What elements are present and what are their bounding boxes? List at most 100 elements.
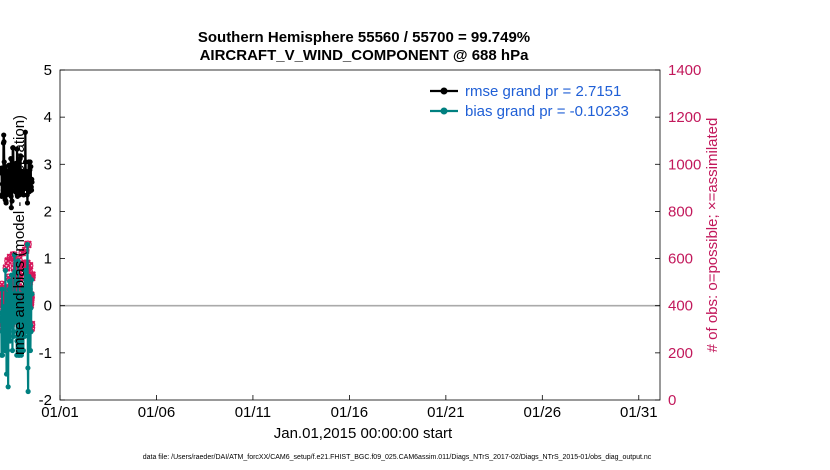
chart-subtitle: AIRCRAFT_V_WIND_COMPONENT @ 688 hPa: [200, 47, 530, 64]
y-right-tick-label: 1400: [668, 62, 701, 79]
x-tick-label: 01/16: [331, 404, 369, 421]
y-right-tick-label: 400: [668, 298, 693, 315]
rmse-point: [1, 139, 7, 145]
bias-point: [29, 291, 35, 297]
legend-bias-marker: [440, 107, 448, 115]
rmse-point: [24, 200, 31, 206]
bias-point: [24, 241, 31, 248]
bias-point: [8, 272, 15, 278]
rmse-point: [14, 146, 20, 152]
bias-point: [28, 329, 34, 335]
bias-point: [6, 278, 13, 284]
y-right-tick-label: 1200: [668, 109, 701, 126]
legend-bias-label: bias grand pr = -0.10233: [465, 103, 629, 120]
bias-series: [0, 241, 35, 395]
bias-point: [5, 384, 11, 390]
chart-title: Southern Hemisphere 55560 / 55700 = 99.7…: [198, 29, 530, 46]
x-tick-label: 01/21: [427, 404, 465, 421]
y-axis-right-label: # of obs: o=possible; ×=assimilated: [704, 118, 721, 353]
rmse-point: [6, 162, 12, 168]
rmse-point: [9, 198, 15, 204]
rmse-point: [1, 159, 7, 165]
y-right-tick-label: 800: [668, 203, 693, 220]
bias-point: [17, 291, 23, 297]
bias-point: [25, 365, 31, 371]
bias-point: [14, 338, 20, 344]
plot-frame: [59, 69, 661, 401]
bias-point: [24, 314, 30, 321]
rmse-point: [29, 179, 35, 185]
bias-point: [14, 296, 21, 302]
bias-point: [4, 347, 11, 354]
legend: rmse grand pr = 2.7151 bias grand pr = -…: [418, 78, 654, 122]
y-left-tick-label: 0: [44, 298, 52, 315]
bias-point: [20, 286, 26, 292]
bias-point: [3, 333, 9, 339]
rmse-point: [28, 164, 34, 170]
y-right-tick-label: 200: [668, 345, 693, 362]
bias-point: [21, 333, 28, 339]
bias-point: [6, 286, 12, 292]
rmse-point: [1, 132, 7, 138]
rmse-point: [17, 153, 24, 159]
y-left-tick-label: -2: [39, 392, 52, 409]
plot-area: [60, 70, 660, 400]
rmse-point: [22, 129, 28, 135]
y-axis-left-label: rmse and bias (model - observation): [11, 115, 28, 355]
bias-point: [22, 300, 29, 306]
y-left-tick-label: 1: [44, 251, 52, 268]
x-tick-label: 01/01: [41, 404, 79, 421]
bias-point: [3, 371, 10, 377]
rmse-point: [8, 193, 14, 199]
bias-point: [18, 352, 24, 358]
rmse-point: [15, 164, 21, 170]
x-tick-label: 01/11: [235, 404, 271, 421]
right-axis-ticks: 0 200 400 600 800 1000 1200 1400: [655, 62, 701, 409]
bias-point: [15, 329, 21, 335]
rmse-point: [8, 205, 14, 211]
legend-box: [418, 78, 654, 122]
bias-point: [23, 329, 29, 335]
y-left-tick-label: 5: [44, 62, 52, 79]
bias-point: [9, 347, 16, 354]
rmse-point: [28, 187, 35, 193]
y-left-tick-label: 4: [44, 109, 52, 126]
x-tick-label: 01/31: [620, 404, 658, 421]
bias-point: [15, 278, 21, 284]
bias-point: [10, 329, 17, 335]
y-left-tick-label: 2: [44, 203, 52, 220]
bias-point: [28, 322, 34, 329]
rmse-point: [3, 200, 9, 206]
bias-point: [25, 388, 31, 395]
bias-point: [28, 305, 34, 311]
bias-point: [3, 319, 9, 325]
y-right-tick-label: 600: [668, 251, 693, 268]
bias-point: [15, 258, 21, 264]
bias-point: [7, 338, 13, 344]
bias-point: [20, 324, 26, 330]
bias-point: [13, 305, 20, 311]
y-left-tick-label: -1: [39, 345, 52, 362]
bias-point: [18, 300, 25, 306]
bias-point: [2, 267, 9, 273]
bias-point: [22, 267, 28, 273]
y-right-tick-label: 0: [668, 392, 676, 409]
rmse-series: [0, 129, 35, 211]
bias-point: [11, 252, 18, 258]
x-axis-ticks: 01/01 01/06 01/11 01/16 01/21 01/26 01/31: [41, 395, 658, 421]
rmse-point: [27, 159, 33, 165]
bias-point: [27, 347, 33, 354]
bias-point: [6, 308, 12, 314]
bias-point: [0, 286, 5, 292]
bias-point: [26, 296, 32, 302]
bias-point: [25, 333, 32, 339]
bias-point: [21, 310, 27, 316]
rmse-point: [21, 192, 27, 198]
bias-point: [22, 292, 28, 298]
legend-rmse-marker: [440, 87, 448, 95]
bias-point: [12, 269, 18, 275]
y-left-tick-label: 3: [44, 156, 52, 173]
bias-point: [17, 343, 23, 349]
bias-point: [28, 277, 35, 283]
